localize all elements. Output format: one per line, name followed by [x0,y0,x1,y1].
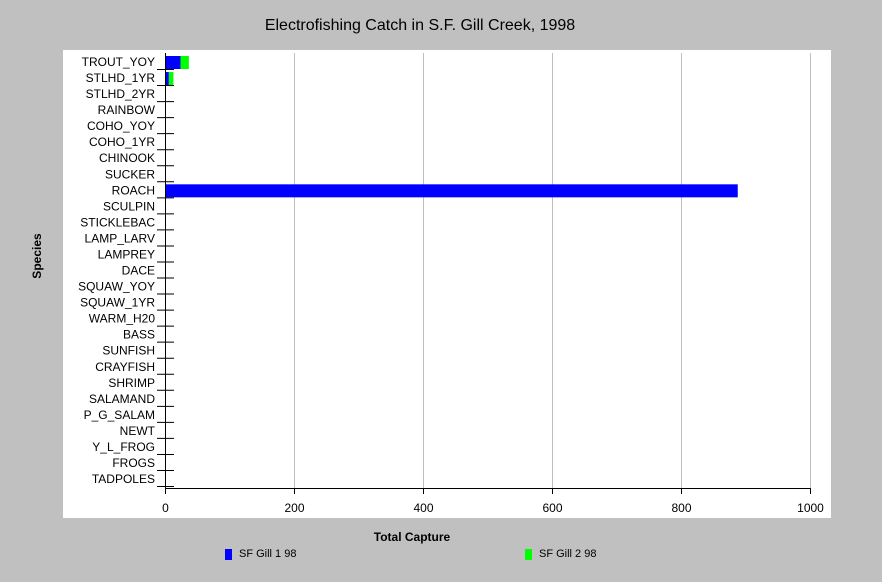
legend-label-series-1: SF Gill 1 98 [239,548,297,560]
legend-label-series-2: SF Gill 2 98 [539,548,597,560]
x-tick-label-800: 800 [671,501,691,515]
legend-item-series-1: SF Gill 1 98 [225,548,296,560]
y-tick-label-tadpoles: TADPOLES [92,472,155,486]
bar-roach-series-1 [165,184,738,198]
x-axis-label: Total Capture [373,530,451,544]
legend-swatch-series-2 [525,548,532,560]
y-tick-label-dace: DACE [122,264,155,278]
y-tick-label-salamand: SALAMAND [89,392,155,406]
y-tick-label-squaw-yoy: SQUAW_YOY [78,280,155,294]
bar-trout-yoy-series-2 [180,56,189,69]
chart-title: Electrofishing Catch in S.F. Gill Creek,… [264,17,576,34]
y-tick-label-roach: ROACH [112,183,155,197]
bar-stlhd-1yr-series-2 [168,72,174,86]
y-tick-label-newt: NEWT [120,424,156,438]
bar-stlhd-1yr-series-1 [165,72,169,86]
y-tick-label-stlhd-1yr: STLHD_1YR [86,71,156,85]
x-tick-label-200: 200 [284,501,304,515]
y-tick-label-coho-yoy: COHO_YOY [87,119,155,133]
y-tick-label-crayfish: CRAYFISH [95,360,155,374]
x-tick-label-400: 400 [413,501,433,515]
y-tick-label-y-l-frog: Y_L_FROG [92,440,155,454]
y-tick-label-sunfish: SUNFISH [102,344,155,358]
x-tick-label-1000: 1000 [797,501,824,515]
y-tick-label-shrimp: SHRIMP [108,376,155,390]
y-tick-label-rainbow: RAINBOW [98,103,156,117]
y-tick-label-sticklebac: STICKLEBAC [80,215,155,229]
bar-trout-yoy-series-1 [165,56,181,69]
y-tick-label-frogs: FROGS [112,456,155,470]
y-tick-label-lamp-larv: LAMP_LARV [85,231,155,245]
legend-item-series-2: SF Gill 2 98 [525,548,596,560]
y-tick-label-trout-yoy: TROUT_YOY [82,55,155,69]
y-tick-label-bass: BASS [123,328,155,342]
y-tick-label-lamprey: LAMPREY [98,247,155,261]
y-tick-label-p-g-salam: P_G_SALAM [84,408,155,422]
y-tick-label-sculpin: SCULPIN [103,199,155,213]
y-tick-label-sucker: SUCKER [105,167,155,181]
x-tick-label-600: 600 [542,501,562,515]
plot-panel [63,50,831,518]
y-tick-label-stlhd-2yr: STLHD_2YR [86,87,156,101]
y-tick-label-squaw-1yr: SQUAW_1YR [80,296,155,310]
y-tick-label-warm-h20: WARM_H20 [89,312,156,326]
x-tick-label-0: 0 [162,501,169,515]
legend-swatch-series-1 [225,548,232,560]
y-tick-label-chinook: CHINOOK [99,151,155,165]
y-tick-label-coho-1yr: COHO_1YR [89,135,155,149]
